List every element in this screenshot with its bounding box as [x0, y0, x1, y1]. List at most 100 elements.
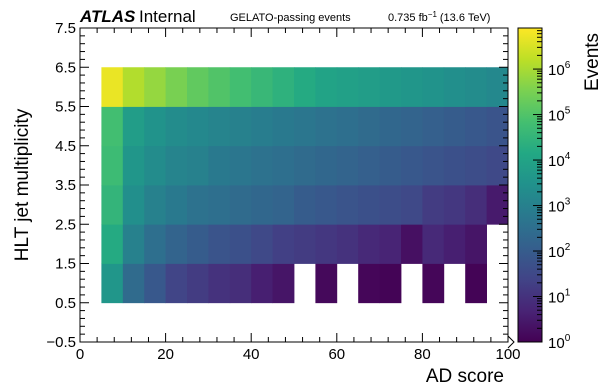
heatmap-cell [443, 67, 466, 107]
heatmap-cell [187, 106, 209, 147]
heatmap-cell [229, 145, 252, 186]
colorbar: 100 101 102 103 104 105 106 Events [517, 27, 603, 352]
x-tick-label: 80 [414, 346, 431, 363]
heatmap-cell [465, 67, 487, 107]
heatmap-cell [165, 67, 188, 107]
heatmap-cell [315, 224, 338, 264]
heatmap-cell [251, 224, 273, 264]
colorbar-tick-label: 105 [548, 106, 571, 125]
heatmap-cell [101, 263, 124, 304]
heatmap-cell [294, 145, 316, 186]
heatmap-cell [465, 145, 487, 186]
heatmap-cell [187, 185, 209, 225]
heatmap-cell [401, 185, 423, 225]
colorbar-tick-label: 100 [548, 333, 571, 352]
heatmap-cell [208, 185, 231, 225]
heatmap-cell [358, 263, 380, 304]
heatmap-cell [272, 224, 295, 264]
x-axis-arrow [507, 335, 515, 349]
heatmap-cell [422, 224, 445, 264]
lumi-exponent: −1 [428, 10, 438, 19]
heatmap-cell [122, 263, 145, 304]
heatmap-cell [443, 106, 466, 147]
selection-label: GELATO-passing events [230, 12, 351, 24]
heatmap-cell [208, 224, 231, 264]
heatmap-cell [358, 185, 380, 225]
heatmap-cell [379, 263, 402, 304]
y-tick-label: 4.5 [55, 138, 76, 155]
heatmap-cell [251, 263, 273, 304]
colorbar-gradient [517, 27, 543, 343]
lumi-label: 0.735 fb−1 (13.6 TeV) [388, 10, 490, 24]
heatmap-cell [101, 106, 124, 147]
heatmap-cell [336, 67, 359, 107]
x-tick-label: 40 [243, 346, 260, 363]
plot-area: 0 20 40 60 80 100 −0.5 0.5 1.5 2.5 3.5 4.5 5.5 6.5 7.… [46, 20, 520, 363]
colorbar-tick-label: 101 [548, 288, 571, 307]
heatmap-cell [122, 67, 145, 107]
heatmap-cell [315, 67, 338, 107]
heatmap-cell [144, 224, 166, 264]
y-tick-label: 1.5 [55, 256, 76, 273]
heatmap-cell [465, 185, 487, 225]
axis-ticks [79, 27, 509, 343]
heatmap-cell [272, 67, 295, 107]
heatmap-cell [465, 224, 487, 264]
heatmap-cell [401, 224, 423, 264]
heatmap-cell [272, 263, 295, 304]
heatmap-cell [379, 145, 402, 186]
heatmap-cell [272, 185, 295, 225]
heatmap-cell [422, 67, 445, 107]
heatmap-cell [144, 145, 166, 186]
lumi-prefix: 0.735 fb [388, 12, 428, 24]
y-axis-title: HLT jet multiplicity [12, 108, 33, 261]
heatmap-cell [272, 145, 295, 186]
heatmap-cell [208, 145, 231, 186]
heatmap-cell [122, 185, 145, 225]
heatmap-cell [422, 145, 445, 186]
colorbar-tick-label: 106 [548, 60, 571, 79]
heatmap-cell [379, 67, 402, 107]
heatmap-cell [229, 185, 252, 225]
heatmap-cell [165, 263, 188, 304]
heatmap-cell [465, 263, 487, 304]
heatmap-cell [315, 185, 338, 225]
heatmap-cell [122, 106, 145, 147]
heatmap-cell [122, 145, 145, 186]
heatmap-cell [165, 185, 188, 225]
x-tick-label: 20 [157, 346, 174, 363]
heatmap-cell [443, 145, 466, 186]
x-axis-title: AD score [426, 366, 504, 386]
heatmap-cell [379, 106, 402, 147]
heatmap-cell [443, 185, 466, 225]
heatmap-cell [315, 145, 338, 186]
heatmap-cell [144, 185, 166, 225]
heatmap-cell [358, 106, 380, 147]
x-tick-label: 60 [328, 346, 345, 363]
heatmap-cell [208, 67, 231, 107]
heatmap-cell [294, 185, 316, 225]
heatmap-cell [101, 145, 124, 186]
heatmap-cell [251, 67, 273, 107]
heatmap-cell [422, 106, 445, 147]
heatmap-cell [165, 224, 188, 264]
colorbar-tick-label: 102 [548, 242, 571, 261]
heatmap-cell [315, 263, 338, 304]
heatmap-cell [294, 106, 316, 147]
internal-label: Internal [139, 7, 196, 26]
heatmap-cell [208, 263, 231, 304]
y-tick-label: 2.5 [55, 216, 76, 233]
heatmap-cell [443, 224, 466, 264]
heatmap-cell [358, 145, 380, 186]
colorbar-ticks [533, 27, 542, 343]
heatmap-cell [208, 106, 231, 147]
heatmap-cell [379, 224, 402, 264]
heatmap-cell [336, 185, 359, 225]
heatmap-cell [294, 224, 316, 264]
heatmap-cell [165, 106, 188, 147]
heatmap-cell [187, 263, 209, 304]
heatmap-cell [358, 224, 380, 264]
colorbar-tick-label: 104 [548, 151, 571, 170]
y-tick-labels: −0.5 0.5 1.5 2.5 3.5 4.5 5.5 6.5 7.5 [46, 20, 76, 351]
